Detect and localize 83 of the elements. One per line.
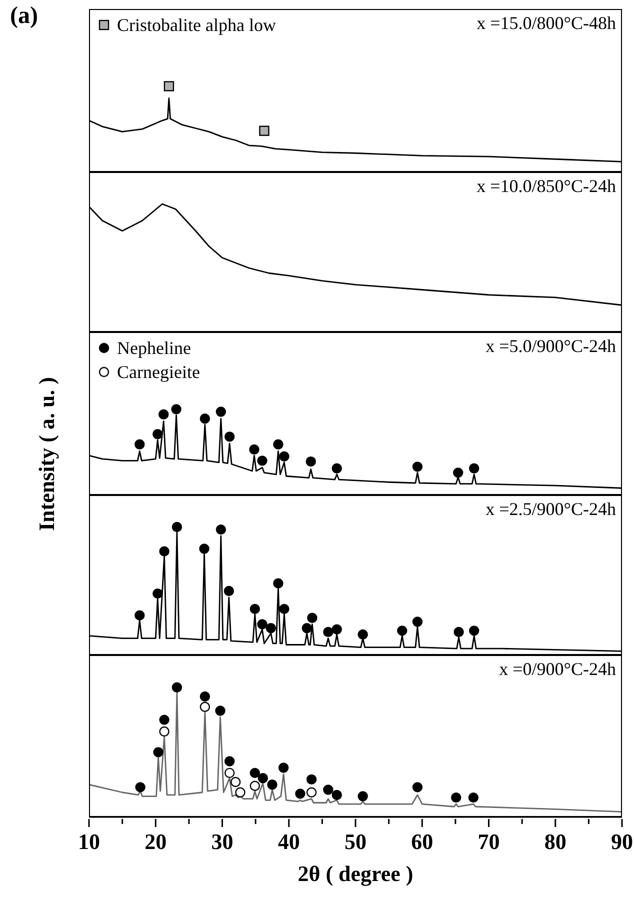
point xyxy=(257,456,268,466)
point xyxy=(200,702,210,712)
x-tick-label: 10 xyxy=(78,829,100,854)
point xyxy=(295,788,306,799)
point xyxy=(468,463,480,474)
point xyxy=(235,787,246,798)
point xyxy=(153,747,164,758)
point xyxy=(332,624,342,634)
point xyxy=(323,784,334,795)
y-axis-title: Intensity ( a. u. ) xyxy=(34,376,60,531)
point xyxy=(451,792,462,803)
x-axis-title: 2θ ( degree ) xyxy=(296,861,414,887)
point xyxy=(134,610,145,620)
x-tick-label: 90 xyxy=(611,829,633,854)
point xyxy=(171,404,182,414)
point xyxy=(266,623,276,634)
point xyxy=(332,463,342,474)
text: x =10.0/850°C-24h xyxy=(476,176,616,197)
point xyxy=(306,456,316,467)
text: x =5.0/900°C-24h xyxy=(486,336,616,357)
point xyxy=(412,616,423,627)
point xyxy=(453,468,464,478)
point xyxy=(273,439,284,450)
text: x =0/900°C-24h xyxy=(499,659,616,680)
x-tick-label: 50 xyxy=(344,829,366,854)
point xyxy=(250,768,260,778)
point xyxy=(135,782,146,792)
point xyxy=(199,544,210,554)
point xyxy=(216,406,226,417)
point xyxy=(250,604,260,614)
point xyxy=(267,780,278,790)
point xyxy=(224,586,234,596)
point xyxy=(278,762,289,773)
point xyxy=(302,623,312,634)
point xyxy=(358,791,368,802)
point xyxy=(306,787,317,798)
point xyxy=(216,524,226,535)
point xyxy=(152,588,163,599)
point xyxy=(250,780,260,791)
point xyxy=(332,790,342,800)
point xyxy=(158,409,169,420)
point xyxy=(230,776,241,788)
point xyxy=(159,714,170,725)
point xyxy=(306,774,317,785)
point xyxy=(454,626,464,638)
point xyxy=(224,768,235,778)
legend-label: Nepheline xyxy=(117,338,191,358)
point xyxy=(279,604,290,614)
point xyxy=(412,782,423,792)
point xyxy=(159,726,170,737)
point xyxy=(172,682,182,692)
point xyxy=(172,522,182,532)
point xyxy=(397,626,408,636)
point xyxy=(224,756,235,766)
point xyxy=(257,619,268,630)
point xyxy=(249,444,260,455)
point xyxy=(358,629,368,640)
point xyxy=(307,612,318,623)
x-tick-label: 30 xyxy=(211,829,234,854)
x-tick-label: 20 xyxy=(144,829,167,854)
point xyxy=(152,428,163,440)
point xyxy=(224,432,235,442)
point xyxy=(159,546,170,556)
legend-label: Cristobalite alpha low xyxy=(117,14,276,36)
text: x =2.5/900°C-24h xyxy=(486,499,616,520)
point xyxy=(412,462,423,472)
point xyxy=(200,414,210,424)
chart-title: (a) xyxy=(10,3,38,30)
text: x =15.0/800°C-48h xyxy=(476,13,616,34)
x-tick-label: 70 xyxy=(478,829,500,854)
point xyxy=(468,626,480,636)
point xyxy=(468,792,479,803)
point xyxy=(279,451,290,462)
point xyxy=(200,691,210,702)
point xyxy=(215,706,226,716)
point xyxy=(273,578,284,588)
x-tick-label: 40 xyxy=(278,829,300,854)
x-tick-label: 80 xyxy=(544,829,566,854)
point xyxy=(134,439,145,450)
legend-label: Carnegieite xyxy=(117,362,200,382)
point xyxy=(323,626,334,638)
point xyxy=(258,773,268,784)
x-tick-label: 60 xyxy=(411,829,434,854)
